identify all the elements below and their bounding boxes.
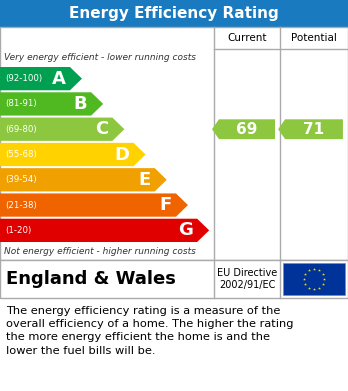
Polygon shape [0, 143, 145, 166]
Text: A: A [52, 70, 66, 88]
Text: (39-54): (39-54) [5, 175, 37, 184]
Text: C: C [95, 120, 108, 138]
Bar [0, 0, 348, 27]
Text: 71: 71 [303, 122, 325, 137]
Text: Energy Efficiency Rating: Energy Efficiency Rating [69, 6, 279, 21]
Text: England & Wales: England & Wales [6, 270, 176, 288]
Polygon shape [0, 168, 167, 192]
Polygon shape [278, 119, 343, 139]
Bar [0, 260, 348, 298]
Text: F: F [160, 196, 172, 214]
Polygon shape [0, 67, 82, 90]
Polygon shape [0, 118, 124, 141]
Polygon shape [0, 219, 209, 242]
Bar [283, 263, 345, 295]
Text: 69: 69 [236, 122, 258, 137]
Polygon shape [0, 194, 188, 217]
Text: Potential: Potential [291, 33, 337, 43]
Text: (1-20): (1-20) [5, 226, 31, 235]
Text: Very energy efficient - lower running costs: Very energy efficient - lower running co… [4, 54, 196, 63]
Bar [0, 27, 348, 260]
Text: (92-100): (92-100) [5, 74, 42, 83]
Text: EU Directive
2002/91/EC: EU Directive 2002/91/EC [217, 268, 277, 290]
Text: D: D [114, 145, 129, 163]
Text: (81-91): (81-91) [5, 99, 37, 108]
Text: Current: Current [227, 33, 267, 43]
Text: (69-80): (69-80) [5, 125, 37, 134]
Polygon shape [212, 119, 275, 139]
Polygon shape [0, 92, 103, 116]
Text: E: E [139, 171, 151, 189]
Text: The energy efficiency rating is a measure of the
overall efficiency of a home. T: The energy efficiency rating is a measur… [6, 306, 293, 355]
Text: (55-68): (55-68) [5, 150, 37, 159]
Text: Not energy efficient - higher running costs: Not energy efficient - higher running co… [4, 246, 196, 255]
Text: B: B [73, 95, 87, 113]
Text: G: G [178, 221, 193, 239]
Text: (21-38): (21-38) [5, 201, 37, 210]
